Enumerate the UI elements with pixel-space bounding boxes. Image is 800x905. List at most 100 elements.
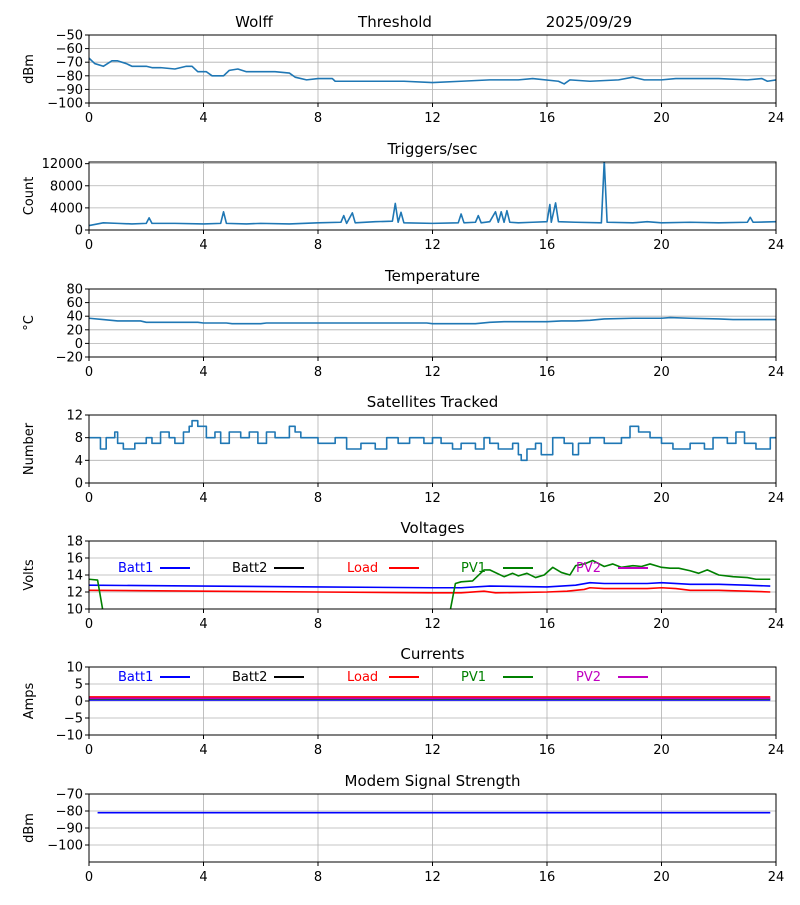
x-tick-label: 16 [539, 491, 556, 506]
series-line-satellites [89, 419, 776, 462]
x-tick-label: 0 [85, 365, 93, 380]
series-group [89, 419, 776, 462]
x-tick-label: 20 [653, 491, 670, 506]
y-axis-label: dBm [22, 54, 37, 84]
y-tick-label: 0 [75, 224, 83, 239]
y-tick-label: 12 [66, 409, 83, 424]
y-axis-label: °C [22, 315, 37, 331]
series-line-triggers [89, 162, 776, 227]
subplot-1: 0 4 8 12 16 20 24 0 4000 8000 12000 Count Triggers/s… [22, 140, 784, 253]
x-tick-label: 12 [424, 491, 441, 506]
x-tick-label: 24 [768, 743, 785, 758]
y-tick-label: 12000 [42, 157, 83, 172]
series-line-threshold [89, 57, 776, 85]
x-tick-label: 20 [653, 743, 670, 758]
x-tick-label: 20 [653, 870, 670, 885]
x-tick-label: 20 [653, 111, 670, 126]
x-tick-label: 16 [539, 238, 556, 253]
y-tick-label: 40 [66, 310, 83, 325]
x-tick-label: 4 [199, 491, 207, 506]
chart-title: Currents [400, 645, 464, 663]
chart-title: Satellites Tracked [367, 393, 498, 411]
x-tick-label: 24 [768, 238, 785, 253]
x-tick-label: 8 [314, 238, 322, 253]
x-tick-label: 4 [199, 870, 207, 885]
x-tick-label: 12 [424, 365, 441, 380]
y-tick-label: −100 [47, 839, 83, 854]
subplot-0: 0 4 8 12 16 20 24 −50−60−70−80−90−100 dBm Wolff Th… [22, 13, 784, 126]
x-tick-label: 4 [199, 238, 207, 253]
y-tick-label: 80 [66, 283, 83, 298]
series-line-pv1 [89, 578, 104, 609]
y-axis-label: Count [22, 177, 37, 216]
x-tick-label: 24 [768, 870, 785, 885]
y-axis-label: dBm [22, 813, 37, 843]
subplot-6: 0 4 8 12 16 20 24 −70 −80 −90 −100 dBm Modem Signal … [22, 772, 784, 885]
series-group [89, 696, 771, 701]
series-group [89, 316, 776, 325]
x-tick-label: 0 [85, 491, 93, 506]
y-tick-label: 8000 [50, 179, 83, 194]
series-group [89, 57, 776, 85]
x-tick-label: 0 [85, 238, 93, 253]
x-tick-label: 0 [85, 617, 93, 632]
x-tick-label: 12 [424, 870, 441, 885]
x-tick-label: 8 [314, 365, 322, 380]
y-tick-label: −10 [56, 729, 83, 744]
y-axis-label: Number [22, 422, 37, 475]
legend-label-load: Load [347, 670, 378, 685]
x-tick-label: 20 [653, 617, 670, 632]
legend-label-batt1: Batt1 [118, 561, 153, 576]
x-tick-label: 0 [85, 111, 93, 126]
y-tick-label: −90 [56, 83, 83, 98]
legend-label-pv1: PV1 [461, 561, 486, 576]
x-tick-label: 16 [539, 617, 556, 632]
legend-label-batt2: Batt2 [232, 670, 267, 685]
y-tick-label: 8 [75, 431, 83, 446]
y-tick-label: 4 [75, 454, 83, 469]
series-line-temperature [89, 316, 776, 325]
y-tick-label: 5 [75, 678, 83, 693]
y-tick-label: 0 [75, 477, 83, 492]
y-tick-label: 18 [66, 535, 83, 550]
x-tick-label: 0 [85, 870, 93, 885]
x-tick-label: 16 [539, 870, 556, 885]
chart-title-part: Threshold [357, 13, 432, 31]
y-tick-label: −5 [64, 712, 83, 727]
x-tick-label: 8 [314, 743, 322, 758]
y-tick-label: 20 [66, 323, 83, 338]
x-tick-label: 12 [424, 238, 441, 253]
y-tick-label: 0 [75, 695, 83, 710]
x-tick-label: 12 [424, 111, 441, 126]
chart-title: Modem Signal Strength [345, 772, 521, 790]
y-tick-label: 12 [66, 586, 83, 601]
y-tick-label: −100 [47, 97, 83, 112]
y-tick-label: −90 [56, 822, 83, 837]
x-tick-label: 8 [314, 111, 322, 126]
y-tick-label: 4000 [50, 201, 83, 216]
x-tick-label: 16 [539, 365, 556, 380]
x-tick-label: 0 [85, 743, 93, 758]
x-tick-label: 4 [199, 365, 207, 380]
y-tick-label: 14 [66, 569, 83, 584]
y-tick-label: −70 [56, 56, 83, 71]
chart-title-part: 2025/09/29 [546, 13, 632, 31]
y-tick-label: −80 [56, 805, 83, 820]
y-tick-label: 10 [66, 661, 83, 676]
x-tick-label: 24 [768, 365, 785, 380]
x-tick-label: 4 [199, 111, 207, 126]
series-group [89, 162, 776, 227]
legend-label-pv1: PV1 [461, 670, 486, 685]
y-tick-label: −80 [56, 69, 83, 84]
legend-label-pv2: PV2 [576, 670, 601, 685]
y-tick-label: 0 [75, 337, 83, 352]
x-tick-label: 4 [199, 743, 207, 758]
x-tick-label: 20 [653, 238, 670, 253]
series-line-pv1b [449, 559, 771, 609]
y-tick-label: −50 [56, 29, 83, 44]
y-tick-label: −70 [56, 788, 83, 803]
series-line-load [89, 586, 771, 594]
x-tick-label: 12 [424, 743, 441, 758]
